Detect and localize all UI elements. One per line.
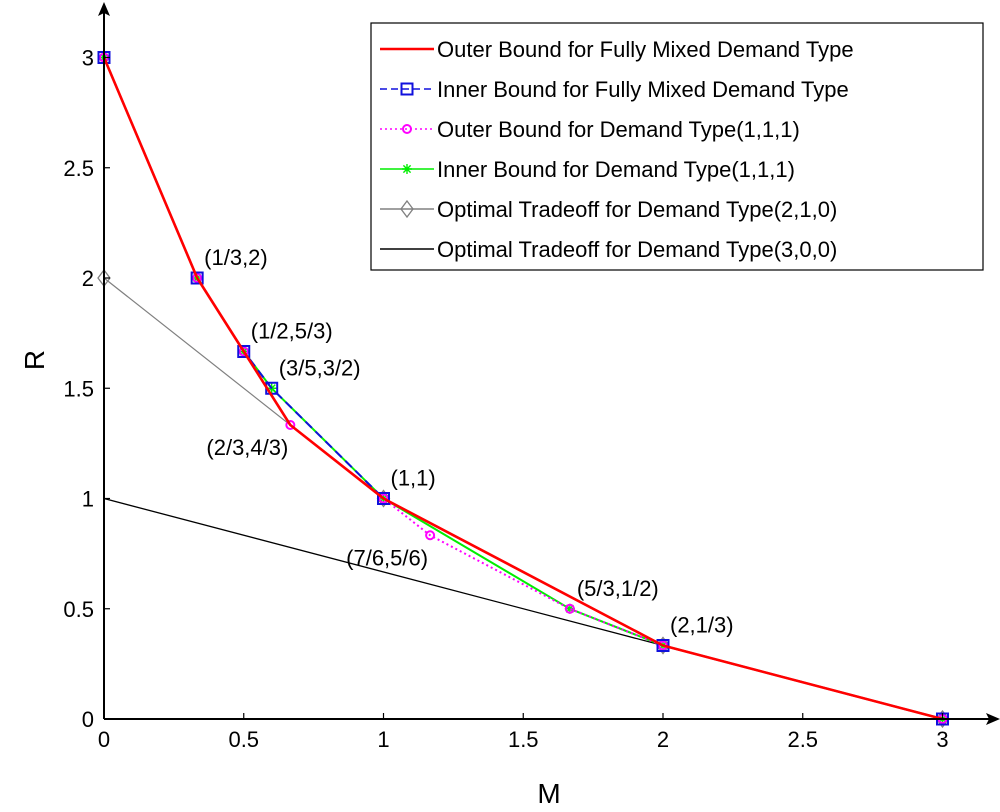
x-tick-label: 1.5 [508, 727, 539, 752]
y-tick-label: 0.5 [63, 597, 94, 622]
x-tick-label: 2.5 [787, 727, 818, 752]
point-annotation: (1,1) [391, 466, 436, 491]
x-axis-title: M [537, 778, 560, 809]
legend-marker [400, 199, 414, 219]
x-tick-label: 0.5 [228, 727, 259, 752]
point-annotation: (5/3,1/2) [577, 576, 659, 601]
legend-box [370, 22, 984, 271]
series-4-point [377, 492, 390, 505]
legend-item: Inner Bound for Fully Mixed Demand Type [380, 77, 849, 102]
legend-item: Outer Bound for Demand Type(1,1,1) [380, 117, 800, 142]
series-3-point [378, 493, 389, 504]
x-tick-label: 3 [936, 727, 948, 752]
legend-label: Optimal Tradeoff for Demand Type(3,0,0) [437, 237, 837, 262]
y-tick-label: 0 [82, 707, 94, 732]
x-tick-label: 2 [657, 727, 669, 752]
series-line-1 [103, 277, 943, 720]
series-3-point [238, 346, 249, 357]
series-line-3 [103, 57, 943, 720]
legend-item: Optimal Tradeoff for Demand Type(3,0,0) [380, 237, 837, 262]
y-tick-label: 3 [82, 46, 94, 71]
point-annotation: (1/2,5/3) [251, 318, 333, 343]
point-annotation: (1/3,2) [204, 245, 268, 270]
series-4-point [190, 271, 204, 285]
point-annotation: (7/6,5/6) [346, 545, 428, 570]
x-tick-label: 1 [377, 727, 389, 752]
x-axis-arrow [986, 713, 1000, 725]
legend-label: Inner Bound for Fully Mixed Demand Type [437, 77, 849, 102]
axes [98, 2, 1000, 725]
ticks: 0 0.5 1 1.5 2 2.5 3 0 0.5 1 1.5 2 2.5 3 [63, 46, 948, 753]
point-annotation: (2/3,4/3) [206, 435, 288, 460]
y-tick-label: 1.5 [63, 376, 94, 401]
series-4-point [237, 344, 251, 358]
y-axis-arrow [98, 2, 110, 16]
legend: Outer Bound for Fully Mixed Demand Type I… [370, 22, 984, 271]
point-annotation: (2,1/3) [670, 613, 734, 638]
series-line-5 [102, 56, 943, 721]
point-annotations: (1/3,2) (1/2,5/3) (3/5,3/2) (2/3,4/3) (1,1) (… [204, 245, 733, 638]
series-4-point [656, 639, 670, 653]
series-3-point [285, 420, 296, 431]
series-5 [102, 56, 943, 721]
legend-label: Inner Bound for Demand Type(1,1,1) [437, 157, 795, 182]
y-axis-title: R [19, 350, 50, 370]
series-3-point [192, 273, 203, 283]
y-tick-label: 1 [82, 487, 94, 512]
x-tick-label: 0 [98, 727, 110, 752]
plot-lines [97, 51, 950, 729]
legend-label: Optimal Tradeoff for Demand Type(2,1,0) [437, 197, 837, 222]
legend-marker [400, 82, 414, 96]
legend-item: Optimal Tradeoff for Demand Type(2,1,0) [380, 197, 837, 222]
legend-marker [402, 124, 412, 134]
legend-marker [402, 164, 412, 174]
series-2-point [564, 603, 575, 614]
y-tick-label: 2 [82, 266, 94, 291]
legend-label: Outer Bound for Demand Type(1,1,1) [437, 117, 800, 142]
legend-item: Outer Bound for Fully Mixed Demand Type [380, 37, 854, 62]
legend-item: Inner Bound for Demand Type(1,1,1) [380, 157, 795, 182]
y-tick-label: 2.5 [63, 156, 94, 181]
point-annotation: (3/5,3/2) [279, 355, 361, 380]
legend-label: Outer Bound for Fully Mixed Demand Type [437, 37, 854, 62]
series-3-point [425, 530, 436, 541]
series-3-point [564, 603, 575, 614]
series-1 [97, 268, 950, 729]
